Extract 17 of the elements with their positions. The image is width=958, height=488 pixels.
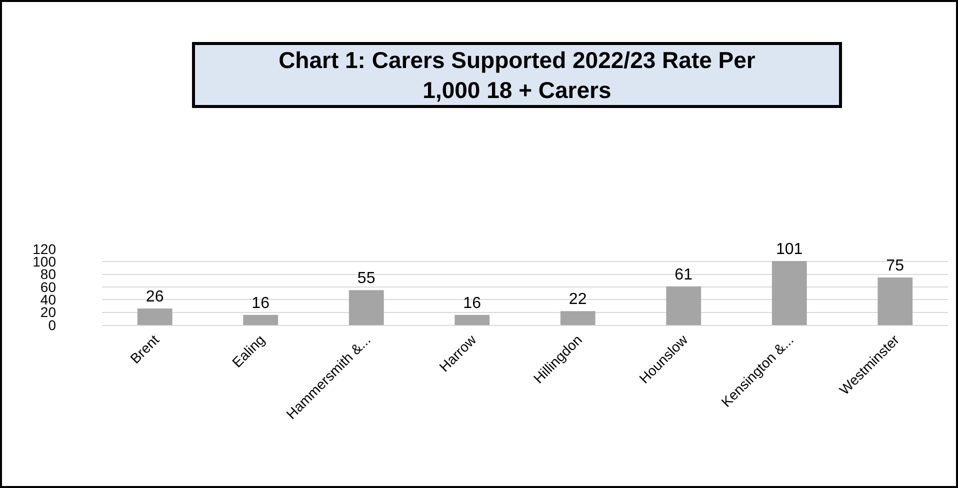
bar (243, 314, 278, 325)
data-label: 16 (463, 294, 482, 312)
bar (560, 311, 596, 325)
data-label: 101 (776, 241, 803, 258)
data-label: 16 (252, 294, 270, 312)
bar (348, 290, 384, 325)
bar (454, 314, 490, 325)
bar (666, 286, 702, 325)
data-label: 22 (568, 291, 587, 308)
chart-title: Chart 1: Carers Supported 2022/23 Rate Per 1,000 18 + Carers (278, 47, 756, 103)
bar (137, 308, 172, 325)
bar (772, 261, 807, 325)
data-label: 75 (886, 258, 904, 274)
data-label: 55 (357, 270, 376, 288)
bar (878, 278, 913, 325)
data-label: 26 (146, 288, 164, 306)
data-label: 61 (674, 266, 693, 284)
